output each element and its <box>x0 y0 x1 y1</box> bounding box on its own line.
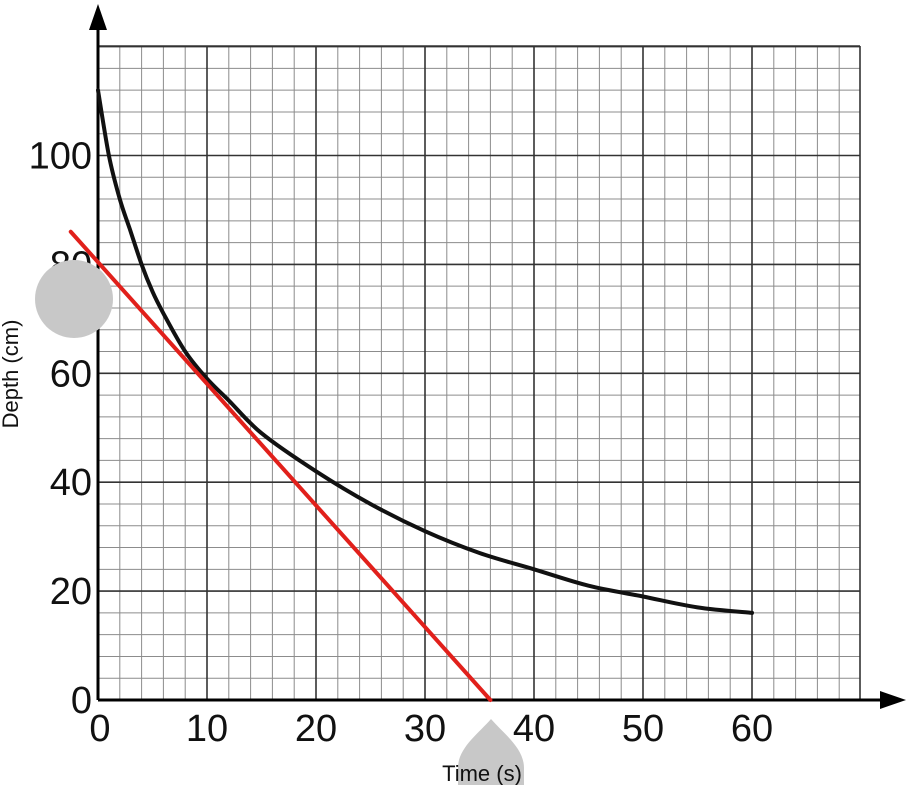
grey-circle-marker <box>35 260 113 338</box>
y-tick-label: 0 <box>71 680 92 722</box>
x-tick-label: 10 <box>186 708 228 750</box>
grey-teardrop-marker <box>458 719 524 785</box>
x-tick-label: 30 <box>404 708 446 750</box>
y-tick-label: 20 <box>50 571 92 613</box>
x-tick-labels: 0 10 20 30 40 50 60 <box>89 708 773 750</box>
y-axis-title: Depth (cm) <box>0 320 23 429</box>
y-tick-labels: 020406080100 <box>29 136 92 723</box>
x-axis-title: Time (s) <box>442 761 522 785</box>
x-axis-arrow-icon <box>880 691 906 709</box>
y-tick-label: 40 <box>50 462 92 504</box>
y-axis-arrow-icon <box>89 4 107 30</box>
x-tick-label: 0 <box>89 708 110 750</box>
x-tick-label: 50 <box>622 708 664 750</box>
x-tick-label: 20 <box>295 708 337 750</box>
x-tick-label: 60 <box>731 708 773 750</box>
major-grid <box>98 45 861 700</box>
y-tick-label: 100 <box>29 136 92 178</box>
x-tick-label: 40 <box>513 708 555 750</box>
depth-curve <box>96 88 754 615</box>
tangent-line <box>68 229 493 702</box>
y-tick-label: 60 <box>50 353 92 395</box>
